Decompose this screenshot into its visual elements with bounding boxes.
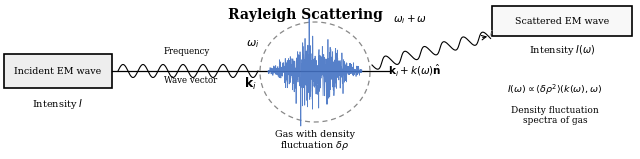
Text: Scattered EM wave: Scattered EM wave xyxy=(515,17,609,25)
Text: $I(\omega) \propto \langle \delta\rho^2 \rangle \left(k(\omega), \omega\right)$: $I(\omega) \propto \langle \delta\rho^2 … xyxy=(508,82,602,97)
Text: Density fluctuation: Density fluctuation xyxy=(511,106,599,115)
Text: Incident EM wave: Incident EM wave xyxy=(14,66,102,76)
Text: fluctuation $\delta\rho$: fluctuation $\delta\rho$ xyxy=(280,139,349,152)
Text: $\omega_i$: $\omega_i$ xyxy=(246,38,259,50)
Text: Intensity $\mathit{I}$: Intensity $\mathit{I}$ xyxy=(33,97,84,111)
Text: $\omega_i + \omega$: $\omega_i + \omega$ xyxy=(393,13,427,26)
Text: Intensity $\mathit{I}(\omega)$: Intensity $\mathit{I}(\omega)$ xyxy=(529,43,595,57)
Text: $\mathbf{k}_i$: $\mathbf{k}_i$ xyxy=(244,76,257,92)
Text: Rayleigh Scattering: Rayleigh Scattering xyxy=(228,8,383,22)
FancyBboxPatch shape xyxy=(492,6,632,36)
Text: spectra of gas: spectra of gas xyxy=(523,116,588,125)
Text: Gas with density: Gas with density xyxy=(275,130,355,139)
Text: Wave vector: Wave vector xyxy=(164,76,217,85)
Text: $\mathbf{k}_i + k(\omega)\hat{\mathbf{n}}$: $\mathbf{k}_i + k(\omega)\hat{\mathbf{n}… xyxy=(388,62,442,78)
Text: Frequency: Frequency xyxy=(164,47,211,56)
FancyBboxPatch shape xyxy=(4,54,112,88)
